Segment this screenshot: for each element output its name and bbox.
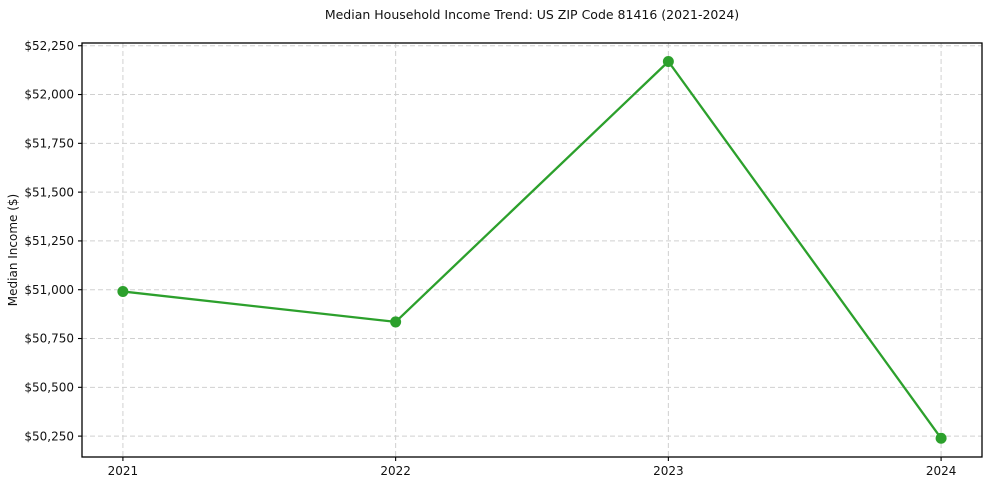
y-tick-label: $52,000 xyxy=(24,88,74,102)
data-point-2023 xyxy=(662,56,674,68)
x-tick-label: 2021 xyxy=(108,464,139,478)
y-tick-label: $51,500 xyxy=(24,185,74,199)
data-point-2021 xyxy=(117,285,129,297)
plot-border xyxy=(81,42,983,458)
x-tick-label: 2024 xyxy=(926,464,957,478)
y-tick-label: $51,250 xyxy=(24,234,74,248)
x-tick-label: 2023 xyxy=(653,464,684,478)
y-tick-label: $52,250 xyxy=(24,39,74,53)
y-tick-label: $50,500 xyxy=(24,381,74,395)
y-tick-label: $50,750 xyxy=(24,332,74,346)
trend-line xyxy=(121,60,943,440)
y-tick-label: $51,000 xyxy=(24,283,74,297)
y-tick-label: $50,250 xyxy=(24,429,74,443)
data-point-2024 xyxy=(935,432,947,444)
x-tick-label: 2022 xyxy=(380,464,411,478)
y-tick-label: $51,750 xyxy=(24,137,74,151)
chart-title: Median Household Income Trend: US ZIP Co… xyxy=(324,7,740,22)
data-point-2022 xyxy=(390,316,402,328)
